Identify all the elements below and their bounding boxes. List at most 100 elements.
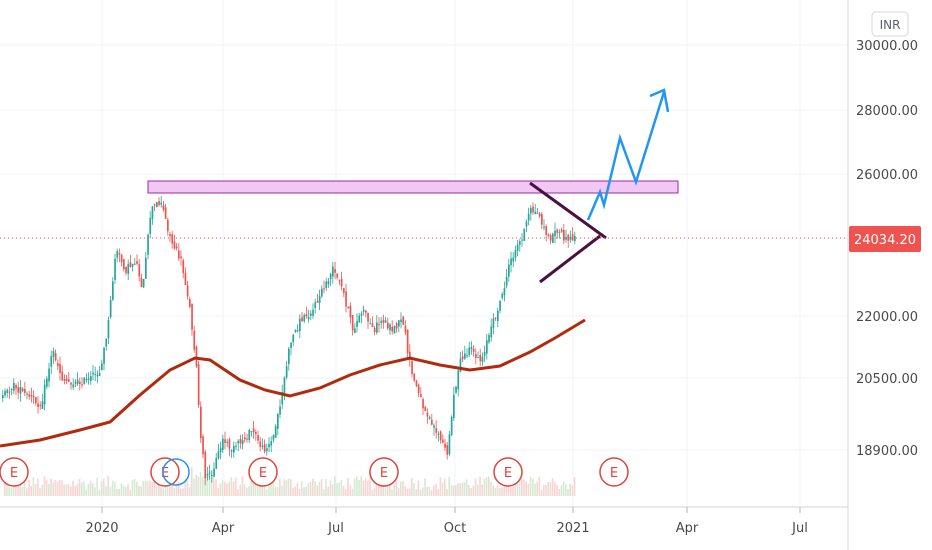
volume-bar [39, 487, 41, 496]
candle [422, 397, 424, 415]
price-tick-label: 18900.00 [856, 444, 918, 459]
volume-bar [527, 483, 530, 496]
candle [472, 345, 475, 357]
candle [6, 388, 9, 398]
candle [303, 313, 306, 323]
date-tick-label: 2021 [556, 521, 589, 536]
volume-bar [208, 469, 211, 496]
volume-bar [320, 479, 323, 496]
candle [545, 224, 548, 242]
candle [52, 347, 55, 364]
candle [94, 366, 97, 382]
volume-bar [232, 481, 235, 496]
volume-bar [87, 483, 90, 496]
volume-bar [32, 477, 35, 496]
candle [63, 374, 66, 385]
volume-bar [226, 483, 228, 496]
volume-bar [470, 488, 472, 496]
candle [85, 373, 88, 383]
volume-bar [197, 476, 200, 496]
volume-bar [114, 482, 116, 496]
volume-bar [312, 478, 314, 496]
candle [574, 231, 576, 245]
volume-bar [439, 477, 442, 496]
volume-bar [483, 478, 486, 496]
candle [299, 314, 301, 338]
candle [492, 313, 495, 335]
volume-bar [191, 467, 193, 496]
volume-bar [186, 480, 189, 496]
earnings-marker[interactable]: E [150, 457, 180, 487]
candle [411, 357, 413, 378]
volume-bar [85, 489, 87, 496]
candle [505, 269, 508, 289]
volume-bar [67, 484, 70, 496]
volume-bar [303, 487, 305, 496]
volume-bar [397, 487, 400, 496]
volume-bar [248, 485, 250, 496]
volume-bar [514, 479, 516, 496]
candle [226, 438, 229, 448]
candle [255, 429, 257, 441]
volume-bar [202, 476, 204, 496]
volume-bar [569, 483, 571, 496]
volume-bar [518, 480, 521, 496]
candle [19, 379, 22, 402]
candle [151, 205, 154, 225]
candle [246, 433, 248, 443]
candle [169, 231, 171, 242]
candle [171, 231, 174, 249]
candle [72, 378, 75, 390]
time-axis[interactable]: 2020 Apr Jul Oct 2021 Apr Jul [85, 507, 808, 536]
candle [398, 319, 400, 333]
price-axis[interactable]: 30000.00 28000.00 26000.00 22000.00 20500.00… [856, 39, 918, 459]
candle [360, 311, 363, 324]
volume-bar [118, 488, 120, 496]
volume-bar [318, 481, 321, 496]
volume-bar [523, 479, 525, 496]
earnings-marker-label: E [10, 466, 18, 481]
volume-bar [426, 487, 428, 496]
volume-bar [298, 489, 301, 496]
earnings-marker[interactable]: E [599, 457, 629, 487]
volume-bar [103, 478, 105, 496]
volume-bar [92, 483, 94, 496]
earnings-marker[interactable]: E [493, 457, 523, 487]
volume-bar [294, 486, 296, 496]
candle [373, 325, 376, 336]
candle [13, 378, 15, 395]
candle [103, 346, 105, 371]
candle [314, 298, 317, 314]
candle [433, 423, 435, 436]
candle [274, 424, 277, 438]
volume-bar [52, 482, 54, 496]
volume-bar [61, 480, 63, 496]
price-tick-label: 26000.00 [856, 168, 918, 183]
candle [501, 291, 504, 301]
volume-bar [488, 476, 490, 496]
resistance-zone [147, 180, 679, 194]
volume-bar [37, 478, 39, 496]
dividend-marker[interactable] [162, 458, 190, 486]
candle [382, 314, 385, 329]
candle [263, 439, 266, 454]
candle [61, 365, 64, 381]
volume-bar [17, 478, 19, 496]
volume-bar [545, 484, 547, 496]
volume-bar [43, 476, 46, 496]
earnings-marker[interactable]: E [369, 457, 399, 487]
candle [523, 228, 526, 241]
candle [378, 317, 380, 333]
candle [453, 386, 455, 421]
volume-bar [252, 479, 255, 496]
candle [76, 372, 79, 386]
volume-bar [562, 481, 565, 496]
earnings-marker[interactable]: E [248, 457, 278, 487]
earnings-marker[interactable]: E [0, 457, 29, 487]
volume-bar [503, 479, 505, 496]
candle [538, 211, 541, 218]
volume-bar [571, 485, 574, 496]
volume-bar [204, 475, 206, 496]
candle [384, 316, 387, 323]
